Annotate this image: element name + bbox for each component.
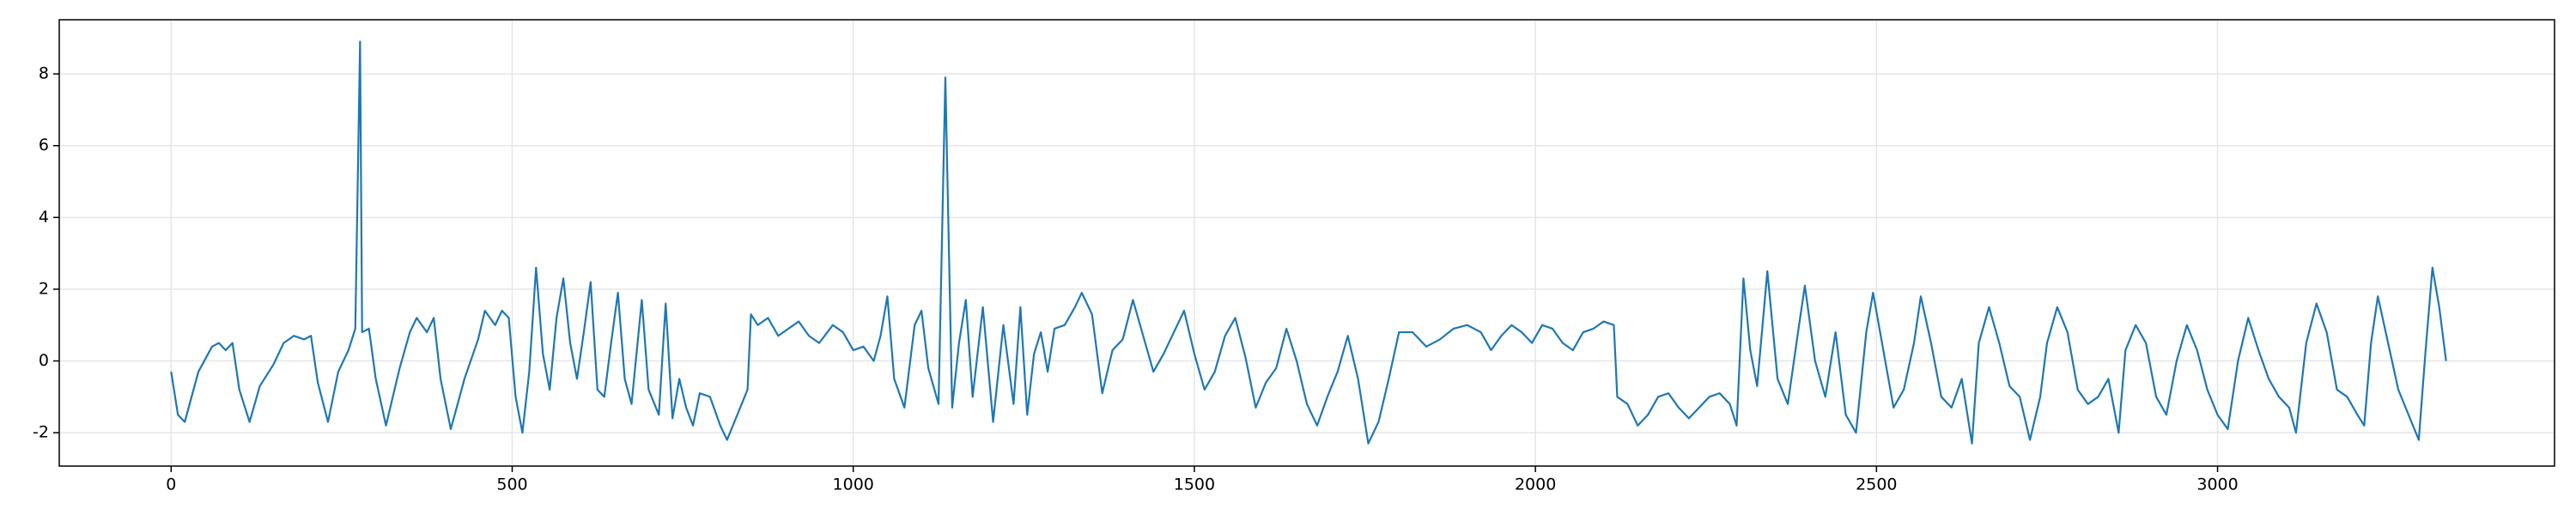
y-tick-label: 8 — [39, 64, 49, 83]
x-tick-label: 1500 — [1174, 476, 1215, 494]
y-tick-label: 0 — [39, 351, 49, 370]
x-tick-label: 0 — [166, 476, 176, 494]
y-tick-label: 4 — [39, 208, 49, 227]
y-tick-label: 6 — [39, 136, 49, 154]
grid — [59, 20, 2555, 466]
axes: 0 500 1000 1500 2000 2500 3000 -2 0 2 4 6 8 — [33, 64, 2239, 494]
plot — [170, 40, 2447, 445]
x-tick-label: 2500 — [1856, 476, 1897, 494]
x-tick-label: 1000 — [833, 476, 874, 494]
x-tick-label: 3000 — [2196, 476, 2238, 494]
data-line — [170, 40, 2447, 445]
x-tick-label: 500 — [496, 476, 527, 494]
x-tick-label: 2000 — [1515, 476, 1556, 494]
y-tick-label: 2 — [39, 279, 49, 298]
y-tick-label: -2 — [33, 423, 49, 442]
axes-frame — [58, 19, 2555, 467]
